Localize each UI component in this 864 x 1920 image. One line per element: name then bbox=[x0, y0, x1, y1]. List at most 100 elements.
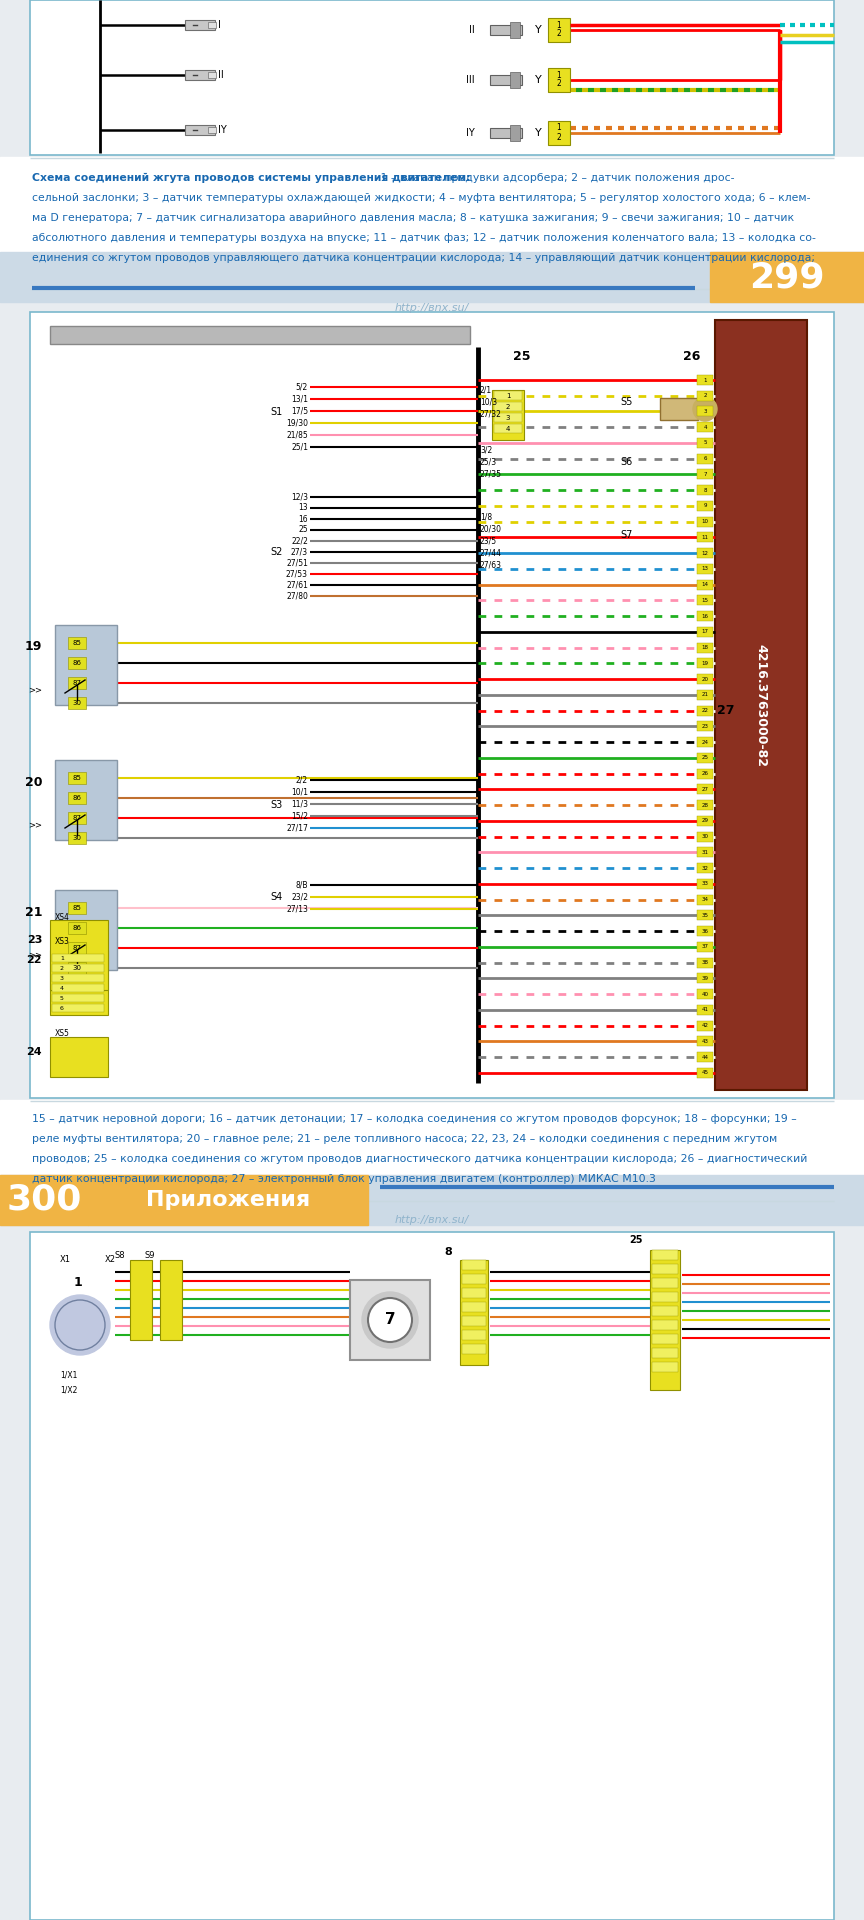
Text: 24: 24 bbox=[27, 1046, 42, 1058]
Text: 23/5: 23/5 bbox=[480, 536, 497, 545]
Bar bbox=[548, 67, 570, 92]
Text: 10: 10 bbox=[702, 518, 708, 524]
Bar bbox=[55, 760, 117, 841]
Text: II: II bbox=[218, 69, 224, 81]
Text: 44: 44 bbox=[702, 1054, 708, 1060]
Bar bbox=[697, 831, 713, 841]
Text: Схема соединений жгута проводов системы управления двигателем:: Схема соединений жгута проводов системы … bbox=[32, 173, 471, 182]
Bar bbox=[160, 1260, 182, 1340]
Text: 21: 21 bbox=[702, 693, 708, 697]
Text: 42: 42 bbox=[702, 1023, 708, 1027]
Text: II: II bbox=[469, 25, 475, 35]
Circle shape bbox=[362, 1292, 418, 1348]
Text: S7: S7 bbox=[620, 530, 632, 540]
Bar bbox=[494, 392, 522, 399]
Text: 19/30: 19/30 bbox=[286, 419, 308, 428]
Text: 1: 1 bbox=[556, 71, 562, 79]
Bar bbox=[697, 564, 713, 574]
Text: 25/3: 25/3 bbox=[480, 457, 497, 467]
Bar bbox=[208, 71, 216, 79]
Bar bbox=[510, 21, 520, 38]
Bar bbox=[697, 407, 713, 417]
Bar bbox=[50, 1037, 108, 1077]
Text: 19: 19 bbox=[25, 641, 42, 653]
Bar bbox=[30, 311, 834, 1098]
Circle shape bbox=[693, 397, 717, 420]
Text: 24: 24 bbox=[702, 739, 708, 745]
Text: 27/3: 27/3 bbox=[291, 547, 308, 557]
Text: 1: 1 bbox=[556, 21, 562, 29]
Text: 27: 27 bbox=[717, 703, 734, 716]
Bar bbox=[697, 453, 713, 465]
Text: 27/53: 27/53 bbox=[286, 570, 308, 578]
Text: 22: 22 bbox=[702, 708, 708, 712]
Text: 33: 33 bbox=[702, 881, 708, 887]
Text: 41: 41 bbox=[702, 1008, 708, 1012]
Bar bbox=[652, 1361, 678, 1373]
Text: 1: 1 bbox=[60, 956, 64, 960]
Text: 30: 30 bbox=[73, 835, 81, 841]
Bar bbox=[697, 722, 713, 732]
Text: 2: 2 bbox=[60, 966, 64, 970]
Text: 14: 14 bbox=[702, 582, 708, 588]
Bar bbox=[697, 501, 713, 511]
Bar bbox=[510, 71, 520, 88]
Bar bbox=[697, 549, 713, 559]
Text: 2/2: 2/2 bbox=[295, 776, 308, 785]
Text: 21: 21 bbox=[24, 906, 42, 918]
Bar bbox=[652, 1279, 678, 1288]
Text: 12/3: 12/3 bbox=[291, 493, 308, 501]
Text: 28: 28 bbox=[702, 803, 708, 808]
Bar bbox=[462, 1275, 486, 1284]
Bar bbox=[185, 19, 215, 31]
Text: 29: 29 bbox=[702, 818, 708, 824]
Bar bbox=[52, 973, 104, 981]
Text: 25: 25 bbox=[298, 526, 308, 534]
Text: 8/B: 8/B bbox=[295, 881, 308, 889]
Bar bbox=[697, 532, 713, 543]
Bar bbox=[30, 1233, 834, 1920]
Text: 2: 2 bbox=[556, 79, 562, 88]
Bar bbox=[697, 1021, 713, 1031]
Bar bbox=[52, 983, 104, 993]
Text: IY: IY bbox=[467, 129, 475, 138]
Text: S4: S4 bbox=[270, 893, 283, 902]
Text: 10/1: 10/1 bbox=[291, 787, 308, 797]
Text: Y: Y bbox=[535, 129, 542, 138]
Text: 26: 26 bbox=[702, 772, 708, 776]
Text: 300: 300 bbox=[6, 1183, 82, 1217]
Text: 87: 87 bbox=[73, 680, 81, 685]
Text: 2: 2 bbox=[556, 132, 562, 142]
Text: 27/61: 27/61 bbox=[286, 580, 308, 589]
Text: 27/44: 27/44 bbox=[480, 549, 502, 557]
Text: 22: 22 bbox=[27, 954, 42, 966]
Bar bbox=[494, 401, 522, 411]
Text: Y: Y bbox=[535, 25, 542, 35]
Text: 22/2: 22/2 bbox=[291, 536, 308, 545]
Text: 27/32: 27/32 bbox=[480, 409, 502, 419]
Bar bbox=[697, 1052, 713, 1062]
Bar bbox=[510, 125, 520, 140]
Text: единения со жгутом проводов управляющего датчика концентрации кислорода; 14 – уп: единения со жгутом проводов управляющего… bbox=[32, 253, 815, 263]
Bar bbox=[697, 438, 713, 447]
Bar bbox=[710, 252, 864, 301]
Bar bbox=[697, 737, 713, 747]
Bar bbox=[652, 1263, 678, 1275]
Text: 23: 23 bbox=[27, 935, 42, 945]
Text: 2: 2 bbox=[505, 403, 510, 411]
Text: 86: 86 bbox=[73, 660, 81, 666]
Text: 5: 5 bbox=[703, 440, 707, 445]
Text: 27/35: 27/35 bbox=[480, 470, 502, 478]
Text: 11/3: 11/3 bbox=[291, 799, 308, 808]
Bar bbox=[697, 486, 713, 495]
Text: 19: 19 bbox=[702, 660, 708, 666]
Text: реле муфты вентилятора; 20 – главное реле; 21 – реле топливного насоса; 22, 23, : реле муфты вентилятора; 20 – главное рел… bbox=[32, 1135, 778, 1144]
Text: датчик концентрации кислорода; 27 – электронный блок управления двигатем (контро: датчик концентрации кислорода; 27 – элек… bbox=[32, 1173, 656, 1185]
Bar bbox=[68, 902, 86, 914]
Bar bbox=[68, 812, 86, 824]
Bar bbox=[52, 954, 104, 962]
Bar bbox=[0, 1100, 864, 1202]
Text: S2: S2 bbox=[270, 547, 283, 557]
Text: 10/3: 10/3 bbox=[480, 397, 497, 407]
Text: 27/51: 27/51 bbox=[286, 559, 308, 568]
